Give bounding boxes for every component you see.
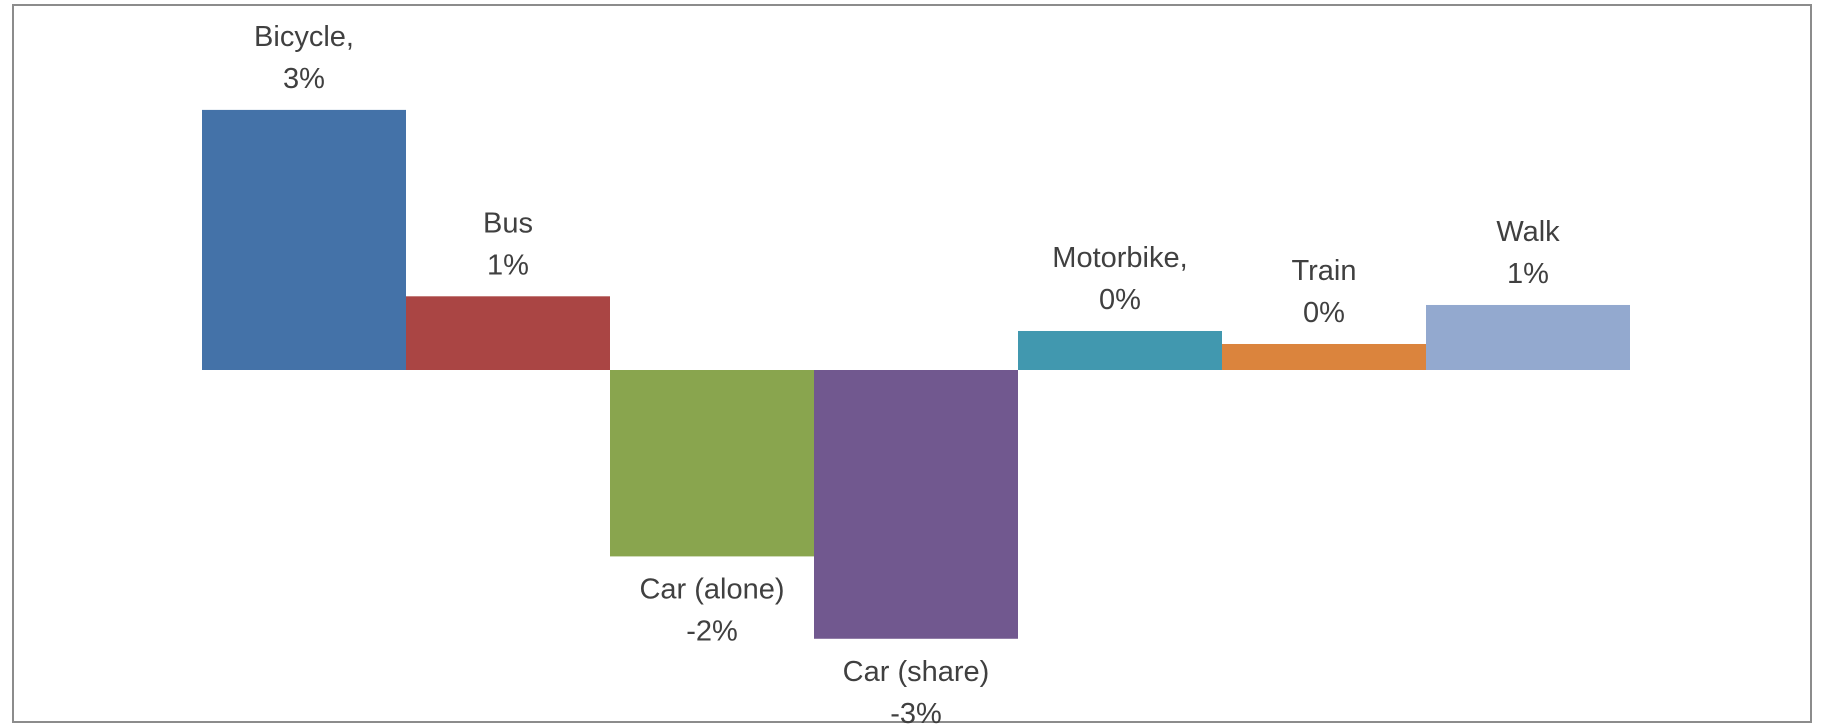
chart-plot: Bicycle, 3% Bus 1% Car (alone) -2% Car (share)… [202,21,1630,725]
data-label-value: 0% [1303,297,1345,329]
data-label-category: Car (share) [843,656,990,688]
data-label-value: -2% [686,615,738,647]
data-label-category: Train [1292,255,1357,287]
data-label-category: Car (alone) [639,573,784,605]
bars-layer [202,109,1630,639]
data-label-value: 1% [1507,258,1549,290]
data-label-walk: Walk 1% [1496,216,1560,290]
labels-layer: Bicycle, 3% Bus 1% Car (alone) -2% Car (share)… [254,21,1560,725]
data-label-category: Walk [1496,216,1560,248]
data-label-category: Bus [483,207,533,239]
chart-frame: Bicycle, 3% Bus 1% Car (alone) -2% Car (share)… [12,4,1812,725]
data-label-value: -3% [890,698,942,725]
bar-motorbike [1018,330,1222,370]
data-label-bicycle: Bicycle, 3% [254,21,354,95]
data-label-train: Train 0% [1292,255,1357,329]
bar-bus [406,296,610,370]
data-label-motorbike: Motorbike, 0% [1052,242,1187,316]
data-label-category: Motorbike, [1052,242,1187,274]
bar-bicycle [202,109,406,371]
data-label-value: 0% [1099,284,1141,316]
data-label-category: Bicycle, [254,21,354,53]
data-label-bus: Bus 1% [483,207,533,281]
bar-car-share [814,370,1018,639]
data-label-value: 1% [487,249,529,281]
data-label-car-share: Car (share) -3% [843,656,990,725]
bar-train [1222,343,1426,370]
bar-car-alone [610,370,814,557]
data-label-car-alone: Car (alone) -2% [639,573,784,647]
data-label-value: 3% [283,63,325,95]
bar-walk [1426,304,1630,370]
